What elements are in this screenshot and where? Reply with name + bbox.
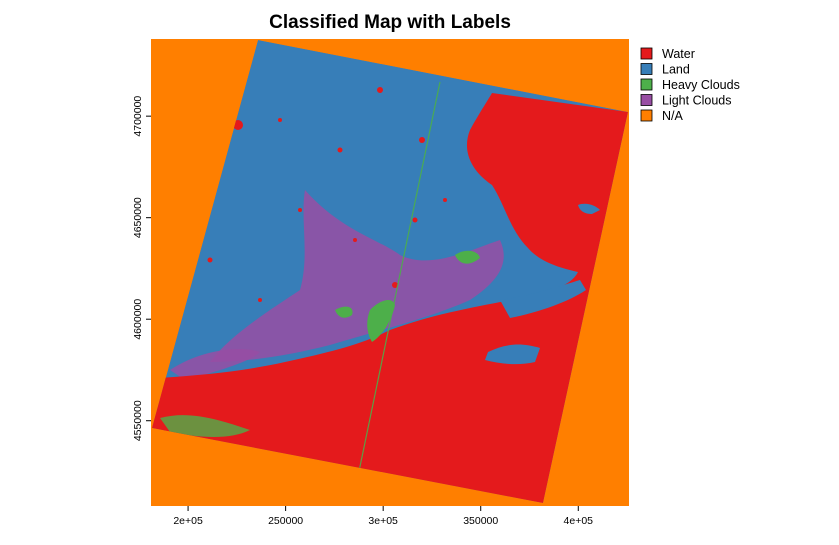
y-tick-label: 4600000: [132, 299, 144, 340]
legend-swatch: [640, 78, 653, 91]
legend-swatch: [640, 63, 653, 75]
legend-label: Land: [662, 63, 690, 77]
legend-swatch: [640, 109, 653, 122]
x-tick-label: 4e+05: [564, 515, 594, 527]
land-area-islands: [485, 344, 540, 365]
water-area: [152, 93, 628, 503]
y-tick-label: 4550000: [132, 400, 144, 441]
y-axis: 4550000 4600000 4650000 4700000: [132, 96, 151, 441]
heavy-clouds-area: [160, 415, 250, 437]
light-clouds-area: [210, 190, 504, 362]
heavy-clouds-area: [335, 306, 353, 318]
x-axis: 2e+05 250000 3e+05 350000 4e+05: [173, 506, 593, 527]
legend-label: Light Clouds: [662, 94, 732, 108]
chart-title: Classified Map with Labels: [269, 12, 511, 33]
x-tick-label: 350000: [463, 515, 498, 527]
scene-seam-line: [351, 81, 441, 503]
legend-swatch: [640, 94, 653, 106]
y-tick-label: 4650000: [132, 197, 144, 238]
x-tick-label: 2e+05: [173, 515, 203, 527]
land-area-island: [578, 203, 600, 214]
x-tick-label: 250000: [268, 515, 303, 527]
legend-label: Heavy Clouds: [662, 78, 740, 92]
classified-scene: [152, 40, 628, 503]
legend-label: Water: [662, 47, 695, 61]
legend-label: N/A: [662, 109, 684, 123]
land-area-cape: [500, 280, 586, 318]
x-tick-label: 3e+05: [368, 515, 398, 527]
y-tick-label: 4700000: [132, 96, 144, 137]
heavy-clouds-area: [455, 250, 480, 264]
legend-swatch: [640, 47, 653, 60]
heavy-clouds-area: [367, 299, 395, 342]
light-clouds-area-west: [170, 349, 260, 380]
water-speckles: [207, 87, 447, 302]
